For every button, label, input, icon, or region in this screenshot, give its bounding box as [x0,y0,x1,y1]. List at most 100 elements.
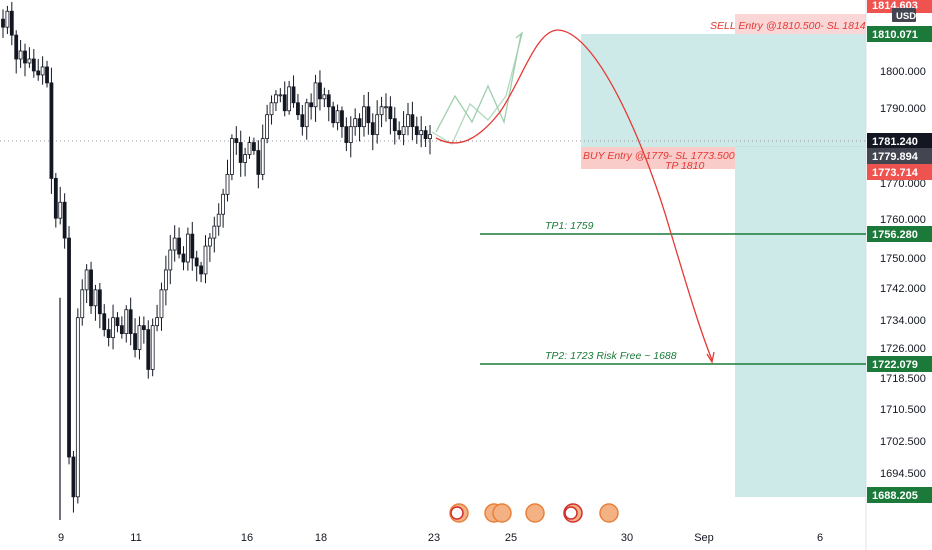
price-series[interactable] [1,1,432,520]
price-tag[interactable] [867,356,932,372]
candle-body [238,142,243,163]
price-tag[interactable] [867,164,932,180]
candle-body [14,34,19,60]
candle-body [199,265,203,275]
candle-body [67,237,71,458]
time-axis-panel[interactable] [0,522,866,550]
tp2-annotation: TP2: 1723 Risk Free ~ 1688 [545,350,677,362]
zigzag-arrowhead [515,31,524,42]
candle-body [252,142,256,151]
candle-body [265,114,270,140]
price-tag-label: 1810.071 [872,29,918,41]
price-tick-label: 1742.000 [880,283,926,295]
candle-body [163,269,168,291]
candle-body [243,154,248,163]
time-tick-label: 30 [621,532,633,544]
candle-body [36,70,41,76]
zigzag-projection-2[interactable] [431,33,523,145]
time-tick-label: 23 [428,532,440,544]
candle-body [274,94,278,104]
candle-body [49,82,54,179]
candle-body [379,106,384,116]
price-tick-label: 1702.500 [880,436,926,448]
candle-body [203,245,208,275]
price-tag[interactable] [867,487,932,503]
buy-stop-zone[interactable] [581,147,735,169]
candle-body [172,237,177,251]
price-tag[interactable] [867,133,932,149]
candle-body [287,86,292,112]
candle-body [313,82,318,108]
candle-body [97,289,102,315]
candle-body [23,50,27,64]
time-tick-label: 6 [817,532,823,544]
price-tick-label: 1750.000 [880,253,926,265]
event-flag-icon[interactable] [450,506,464,520]
candle-body [133,333,137,350]
sell-zone-upper[interactable] [581,34,866,147]
candle-body [322,94,327,100]
candle-body [401,126,406,136]
candle-body [9,10,14,36]
candle-body [27,58,32,64]
candle-body [93,289,98,307]
candle-body [304,102,309,128]
candle-body [181,253,186,263]
candle-body [155,317,159,327]
bearish-projection-curve[interactable] [435,29,713,361]
candle-body [419,130,424,136]
zigzag-projection[interactable] [435,33,522,133]
currency-badge[interactable] [892,8,916,22]
candle-body [58,201,63,219]
candle-body [45,66,49,84]
price-axis-panel[interactable] [866,0,932,550]
candle-body [124,309,129,335]
candle-body [247,142,252,155]
candle-body [291,86,296,104]
candle-body [278,94,283,97]
candle-body [366,106,371,124]
price-tags: 1814.6031810.0711781.2401779.8941773.714… [867,0,932,503]
candle-body [340,110,344,128]
price-tag-label: 1779.894 [872,151,919,163]
candle-body [428,134,432,139]
price-tag-label: 1756.280 [872,229,918,241]
candle-body [207,237,212,247]
event-flag-icon[interactable] [525,503,545,523]
sell-zone-lower[interactable] [735,146,866,497]
price-tick-label: 1800.000 [880,66,926,78]
price-tag-label: 1688.205 [872,490,918,502]
candle-body [168,249,173,271]
candle-body [71,456,76,498]
candle-body [414,126,419,136]
candle-body [269,102,274,116]
event-flag-icon[interactable] [564,506,578,520]
candle-body [185,233,190,263]
price-tag[interactable] [867,26,932,42]
candle-body [392,118,397,132]
sell-annotation: SELL Entry @1810.500- SL 1814 [710,20,866,32]
candle-body [335,110,340,124]
buy-annotation-line2: TP 1810 [665,160,704,172]
time-tick-label: 16 [241,532,253,544]
price-tag[interactable] [867,226,932,242]
candle-body [216,213,221,227]
currency-label: USD [896,11,916,22]
candle-body [375,114,380,136]
price-tick-label: 1694.500 [880,468,926,480]
event-icons[interactable] [449,503,619,523]
event-flag-icon[interactable] [492,503,512,523]
event-flag-icon[interactable] [599,503,619,523]
candle-body [331,106,336,124]
price-tag[interactable] [867,148,932,164]
candle-body [137,325,142,350]
candle-body [150,325,155,370]
candle-body [18,50,23,60]
candle-body [194,257,199,267]
candle-body [344,126,349,143]
candle-body [300,114,305,128]
sell-stop-zone[interactable] [735,14,866,34]
time-axis-ticks: 9 11 16 18 23 25 30 Sep 6 [58,532,823,544]
